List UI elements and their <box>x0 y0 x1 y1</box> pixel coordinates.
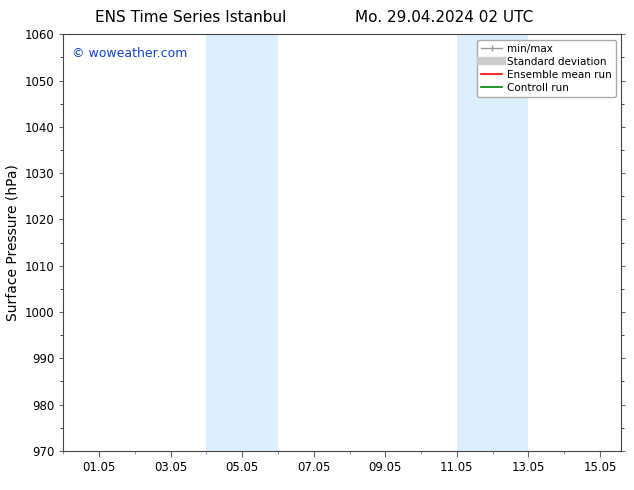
Y-axis label: Surface Pressure (hPa): Surface Pressure (hPa) <box>5 164 19 321</box>
Text: © woweather.com: © woweather.com <box>72 47 187 60</box>
Bar <box>207 34 278 451</box>
Legend: min/max, Standard deviation, Ensemble mean run, Controll run: min/max, Standard deviation, Ensemble me… <box>477 40 616 97</box>
Bar <box>457 34 528 451</box>
Text: ENS Time Series Istanbul: ENS Time Series Istanbul <box>94 10 286 25</box>
Text: Mo. 29.04.2024 02 UTC: Mo. 29.04.2024 02 UTC <box>354 10 533 25</box>
